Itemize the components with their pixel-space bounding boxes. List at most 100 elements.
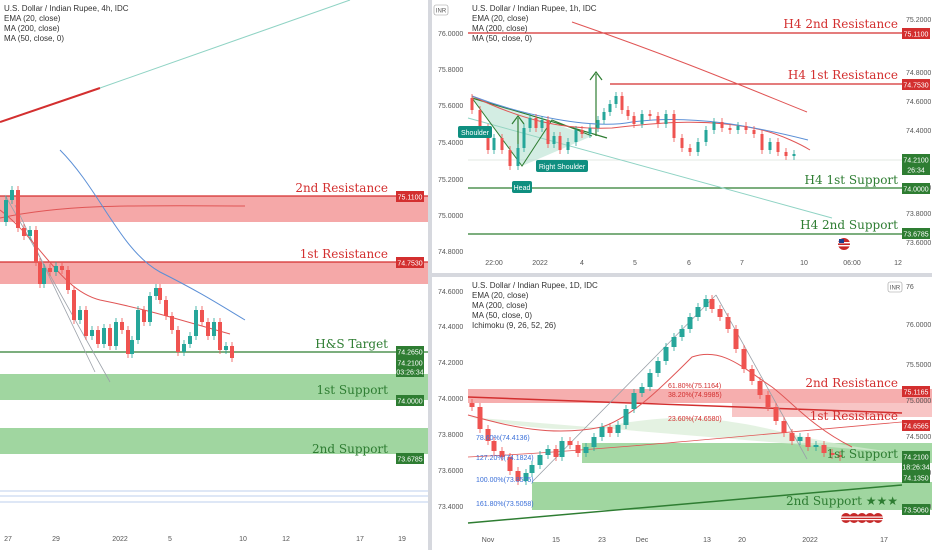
- candle-body: [588, 128, 592, 134]
- ema-20-line: [467, 353, 853, 448]
- candle-body: [148, 296, 152, 322]
- candle-body: [529, 465, 535, 473]
- candle-body: [470, 98, 474, 110]
- candle-body: [102, 328, 106, 344]
- candle-body: [534, 118, 538, 128]
- x-axis-tick: 29: [52, 536, 60, 543]
- candle-body: [728, 128, 732, 130]
- candles: [470, 92, 796, 170]
- candle-body: [499, 451, 505, 457]
- chart-1h-canvas: Shoulder Head Right Shoulder 76.0000 75.8…: [433, 4, 931, 267]
- price-tag: [396, 257, 424, 268]
- candle-body: [717, 309, 723, 317]
- candle-body: [615, 425, 621, 433]
- candle-body: [671, 337, 677, 347]
- price-tag-label: 75.1165: [904, 390, 929, 397]
- currency-badge[interactable]: [433, 4, 449, 16]
- price-tag-label: 74.6565: [903, 424, 928, 431]
- flag-stripe: [841, 516, 851, 518]
- chart-1d-canvas: 61.80%(75.1164) 38.20%(74.9985) 23.60%(74.…: [438, 281, 932, 544]
- x-axis-tick: 19: [398, 536, 406, 543]
- us-flag-icon: [865, 513, 875, 523]
- candle-body: [733, 329, 739, 349]
- indicator-legend-item: EMA (20, close): [472, 14, 529, 23]
- candle-body: [688, 148, 692, 152]
- level-labels: 2nd Resistance 1st Resistance 1st Support 2…: [786, 376, 898, 508]
- y-axis-tick-right: 74.4000: [906, 128, 931, 135]
- first-support-zone: [0, 374, 428, 400]
- candle-body: [523, 473, 529, 481]
- candle-body: [765, 395, 771, 407]
- candle-body: [194, 310, 198, 336]
- x-axis-tick: 20: [738, 537, 746, 544]
- candle-body: [781, 421, 787, 433]
- x-axis-tick: 12: [894, 260, 902, 267]
- resistance-trendline: [467, 396, 903, 414]
- indicator-legend-item: MA (200, close): [472, 24, 528, 33]
- fib-label: 78.60%(74.4136): [476, 435, 530, 442]
- candle-body: [559, 441, 565, 457]
- candle-body: [78, 310, 82, 320]
- candle-body: [553, 449, 559, 457]
- currency-badge[interactable]: [887, 281, 903, 293]
- candle-body: [704, 130, 708, 142]
- candle-body: [478, 110, 482, 128]
- candle-body: [230, 346, 234, 358]
- price-tag-label: 74.0000: [397, 399, 422, 406]
- trend-line: [0, 87, 101, 123]
- flag-stripe: [849, 516, 859, 518]
- candle-body: [821, 445, 827, 453]
- neckline: [471, 97, 608, 139]
- candle-body: [224, 346, 228, 350]
- candle-body: [108, 328, 112, 346]
- level-labels: 2nd Resistance 1st Resistance H&S Target 1s…: [295, 181, 388, 456]
- candle-body: [725, 317, 731, 329]
- price-tag: [396, 366, 424, 377]
- price-tag-label: 26:34: [907, 168, 925, 175]
- panel-divider[interactable]: [432, 273, 932, 277]
- candle-body: [72, 290, 76, 320]
- price-tag: [902, 461, 930, 472]
- us-flag-icon: [838, 238, 850, 250]
- ichimoku-cloud: [468, 417, 902, 453]
- candle-body: [805, 437, 811, 447]
- currency-badge-text: INR: [890, 286, 901, 292]
- candle-body: [687, 317, 693, 329]
- candle-body: [126, 330, 130, 354]
- second-support-zone: [532, 482, 932, 510]
- y-axis-tick: 74.6000: [438, 289, 463, 296]
- right-shoulder-label: Right Shoulder: [539, 164, 586, 171]
- candle-body: [540, 120, 544, 128]
- head-label: Head: [514, 185, 531, 192]
- level-label: H4 2nd Support: [800, 218, 898, 232]
- chart-4h-canvas: 27 29 2022 5 10 12 17 19 75.110074.753074.26507…: [0, 0, 428, 543]
- y-axis-tick-right: 74.5000: [906, 434, 931, 441]
- candle-body: [154, 288, 158, 296]
- level-label: 1st Support: [316, 383, 388, 397]
- flag-stripe: [873, 516, 883, 518]
- candle-body: [623, 409, 629, 425]
- candle-body: [22, 228, 26, 236]
- y-axis-tick: 75.6000: [438, 103, 463, 110]
- x-axis-tick: 5: [168, 536, 172, 543]
- y-axis-tick: 73.6000: [438, 468, 463, 475]
- candle-body: [626, 110, 630, 116]
- candle-body: [188, 336, 192, 344]
- candle-body: [516, 148, 520, 166]
- candle-body: [608, 104, 612, 112]
- x-axis-tick: 15: [552, 537, 560, 544]
- price-tag: [396, 453, 424, 464]
- x-axis-tick: 10: [239, 536, 247, 543]
- x-axis: Nov 15 23 Dec 13 20 2022 17: [482, 537, 888, 544]
- flag-stripe: [873, 519, 883, 521]
- candle-body: [90, 330, 94, 336]
- candle-body: [797, 437, 803, 441]
- chart-4h: 27 29 2022 5 10 12 17 19 75.1100 74.7530 74.2650 7…: [0, 0, 428, 550]
- candle-body: [96, 330, 100, 344]
- level-label: 2nd Resistance: [805, 376, 898, 390]
- candle-body: [655, 361, 661, 373]
- panel-divider[interactable]: [428, 0, 432, 550]
- candle-body: [206, 322, 210, 336]
- candle-body: [515, 471, 521, 481]
- price-tag-label: 74.0000: [903, 187, 928, 194]
